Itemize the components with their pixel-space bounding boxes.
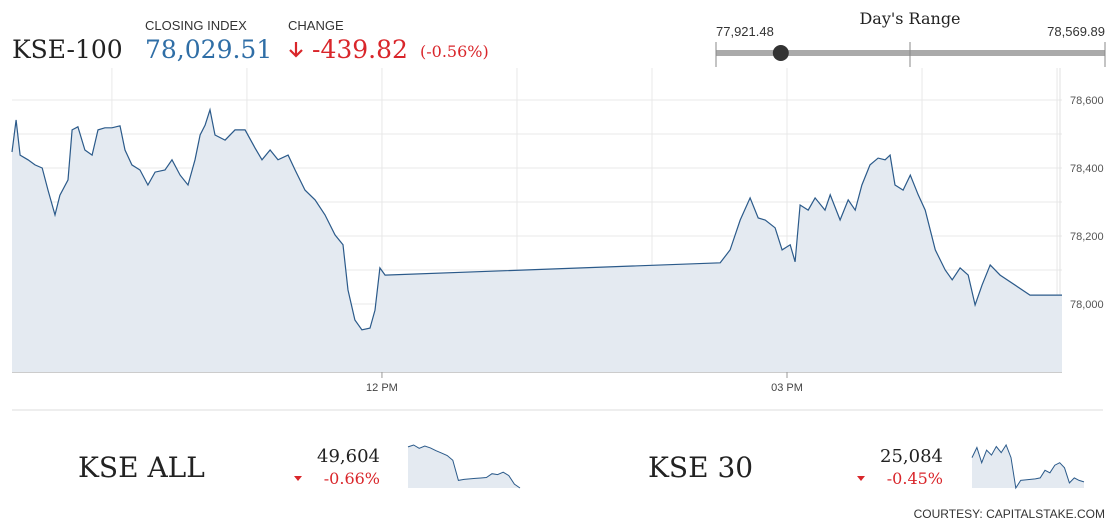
y-tick-label: 78,000 (1070, 299, 1104, 311)
area (12, 109, 1062, 373)
y-tick-label: 78,400 (1070, 163, 1104, 175)
closing-label: CLOSING INDEX (145, 18, 247, 33)
change: -439.82 (312, 35, 408, 64)
closing-index: 78,029.51 (145, 35, 272, 64)
range-title: Day's Range (859, 9, 960, 28)
ticker-name: KSE ALL (78, 451, 205, 484)
down-triangle (857, 476, 865, 481)
y-tick-label: 78,600 (1070, 95, 1104, 107)
range-low: 77,921.48 (716, 24, 774, 39)
sparkline-area (972, 445, 1084, 488)
line (11, 107, 1062, 331)
ticker-value: 49,604 (317, 446, 380, 467)
courtesy: COURTESY: CAPITALSTAKE.COM (914, 507, 1105, 521)
sparkline-area (408, 445, 520, 488)
x-tick-label: 12 PM (366, 382, 398, 394)
change-label: CHANGE (288, 18, 344, 33)
index-name: KSE-100 (12, 35, 123, 64)
sparkline (971, 443, 1085, 490)
y-tick-label: 78,200 (1070, 231, 1104, 243)
change-pct: (-0.56%) (420, 42, 489, 61)
ticker-name: KSE 30 (648, 451, 753, 484)
down-arrow (289, 42, 303, 58)
ticker-value: 25,084 (880, 446, 943, 467)
sparkline (407, 444, 521, 489)
range-high: 78,569.89 (1047, 24, 1105, 39)
ticker-change: -0.66% (324, 469, 380, 488)
ticker-change: -0.45% (887, 469, 943, 488)
x-tick-label: 03 PM (771, 382, 803, 394)
range-marker (772, 45, 789, 61)
down-triangle (294, 476, 302, 481)
